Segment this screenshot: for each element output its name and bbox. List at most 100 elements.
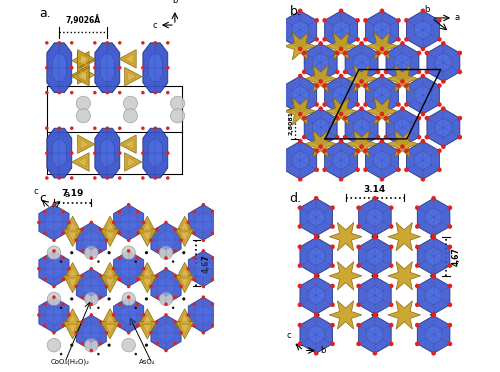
Polygon shape — [284, 11, 316, 49]
Polygon shape — [284, 32, 316, 60]
Circle shape — [314, 351, 318, 356]
Circle shape — [432, 313, 436, 318]
Polygon shape — [435, 118, 452, 137]
Polygon shape — [64, 263, 82, 280]
Circle shape — [43, 231, 46, 235]
Polygon shape — [180, 314, 190, 323]
Circle shape — [76, 109, 90, 123]
Text: c: c — [34, 187, 38, 196]
Polygon shape — [435, 53, 452, 72]
Polygon shape — [151, 269, 181, 304]
Circle shape — [166, 66, 170, 70]
Text: b: b — [320, 346, 325, 355]
Circle shape — [43, 302, 46, 306]
Circle shape — [43, 278, 46, 281]
Circle shape — [104, 285, 108, 288]
Circle shape — [356, 205, 361, 210]
Circle shape — [98, 295, 102, 299]
Circle shape — [84, 246, 98, 259]
Circle shape — [372, 312, 377, 317]
Polygon shape — [345, 44, 378, 81]
Circle shape — [420, 177, 425, 182]
Text: b: b — [424, 5, 430, 15]
Circle shape — [298, 302, 302, 307]
Circle shape — [52, 285, 56, 288]
Circle shape — [372, 235, 377, 240]
Polygon shape — [180, 232, 190, 241]
Circle shape — [68, 267, 71, 270]
Circle shape — [70, 41, 73, 45]
Circle shape — [372, 351, 377, 356]
Circle shape — [432, 274, 436, 278]
Circle shape — [127, 238, 130, 242]
Circle shape — [93, 151, 96, 155]
Circle shape — [149, 285, 152, 288]
Circle shape — [363, 148, 368, 153]
Text: AsO₄: AsO₄ — [140, 359, 156, 365]
Circle shape — [316, 235, 320, 238]
Circle shape — [202, 285, 205, 288]
Text: 7.19: 7.19 — [62, 189, 84, 198]
Polygon shape — [64, 309, 82, 326]
Circle shape — [339, 9, 344, 13]
Polygon shape — [304, 44, 337, 81]
Circle shape — [142, 313, 146, 317]
Circle shape — [314, 196, 318, 201]
Circle shape — [43, 324, 46, 327]
Circle shape — [356, 102, 360, 107]
Polygon shape — [72, 67, 89, 86]
Polygon shape — [366, 97, 398, 125]
Circle shape — [127, 331, 130, 334]
Circle shape — [302, 70, 306, 74]
Polygon shape — [418, 237, 450, 275]
Circle shape — [149, 331, 152, 334]
Polygon shape — [142, 222, 152, 231]
Circle shape — [164, 267, 168, 270]
Circle shape — [314, 312, 318, 317]
Circle shape — [404, 83, 409, 88]
Circle shape — [380, 139, 384, 144]
Circle shape — [360, 41, 364, 46]
Circle shape — [437, 148, 442, 153]
Polygon shape — [354, 118, 370, 137]
Circle shape — [420, 139, 425, 144]
Circle shape — [80, 295, 84, 299]
Polygon shape — [304, 109, 337, 147]
Circle shape — [330, 244, 335, 249]
Polygon shape — [176, 275, 194, 293]
Circle shape — [154, 41, 157, 45]
Polygon shape — [366, 32, 398, 60]
Text: 4,67: 4,67 — [452, 247, 460, 266]
Circle shape — [118, 324, 122, 327]
Polygon shape — [346, 65, 378, 93]
Circle shape — [384, 135, 388, 140]
Polygon shape — [367, 208, 383, 227]
Circle shape — [448, 323, 452, 327]
Polygon shape — [195, 259, 212, 279]
Circle shape — [356, 302, 361, 307]
Text: 4,67: 4,67 — [202, 254, 210, 273]
Circle shape — [404, 167, 409, 172]
Circle shape — [52, 295, 56, 299]
Circle shape — [62, 231, 65, 235]
Circle shape — [164, 302, 168, 306]
Circle shape — [93, 176, 96, 180]
Circle shape — [415, 341, 420, 346]
Circle shape — [314, 313, 318, 318]
Circle shape — [80, 249, 84, 253]
Circle shape — [58, 41, 61, 45]
Circle shape — [318, 41, 323, 46]
Polygon shape — [329, 222, 362, 251]
Circle shape — [136, 256, 140, 260]
Polygon shape — [64, 229, 82, 247]
Circle shape — [182, 251, 186, 254]
Polygon shape — [100, 54, 114, 81]
Circle shape — [314, 235, 318, 238]
Polygon shape — [426, 286, 442, 305]
Circle shape — [62, 210, 65, 214]
Circle shape — [404, 148, 409, 153]
Circle shape — [298, 177, 302, 182]
Circle shape — [70, 344, 73, 347]
Circle shape — [47, 246, 60, 259]
Circle shape — [298, 224, 302, 229]
